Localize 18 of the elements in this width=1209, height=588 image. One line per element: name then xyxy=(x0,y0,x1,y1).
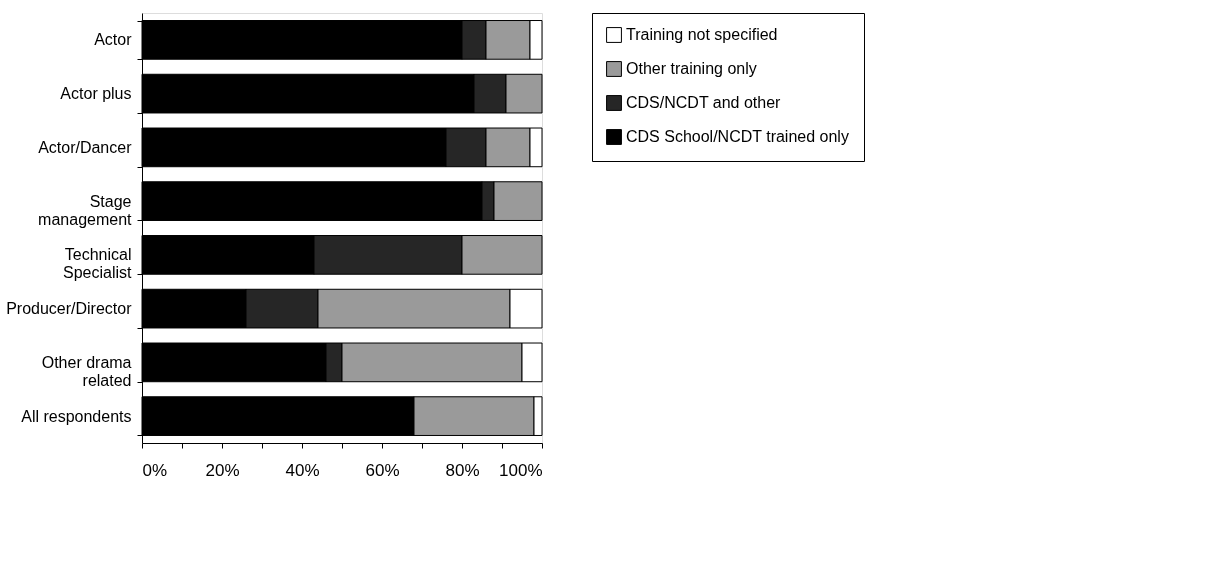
x-tick-label: 40% xyxy=(285,460,320,480)
y-tick-label: Technical Specialist xyxy=(63,246,133,282)
y-tick-label: Actor/Dancer xyxy=(38,138,133,156)
y-tick-label: All respondents xyxy=(21,407,132,425)
x-tick-label: 60% xyxy=(365,460,400,480)
y-tick-label: Actor xyxy=(94,31,133,49)
y-tick-label: Stage management xyxy=(38,192,133,228)
y-tick-label: Actor plus xyxy=(60,85,132,103)
x-tick-label: 100% xyxy=(499,460,543,480)
x-tick-label: 80% xyxy=(445,460,480,480)
legend-label: Other training only xyxy=(626,60,757,77)
y-tick-label: Other drama related xyxy=(41,353,132,389)
legend-label: CDS/NCDT and other xyxy=(626,94,782,111)
y-tick-label: Producer/Director xyxy=(6,300,133,318)
x-tick-label: 0% xyxy=(142,460,168,480)
x-tick-label: 20% xyxy=(205,460,240,480)
legend-label: Training not specified xyxy=(626,26,778,43)
legend-label: CDS School/NCDT trained only xyxy=(626,128,849,145)
